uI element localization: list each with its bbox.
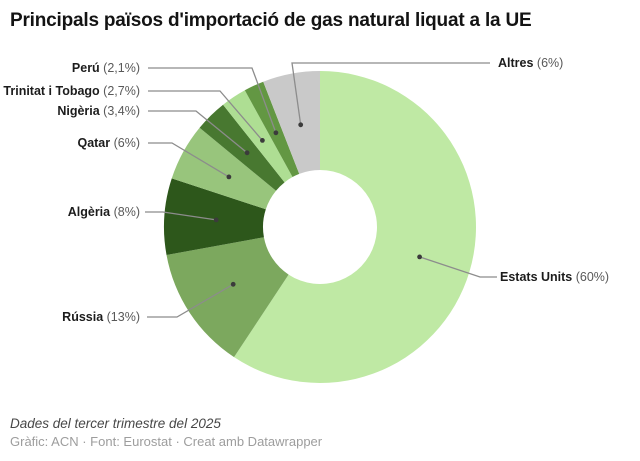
- pie-label-qatar: Qatar (6%): [77, 136, 140, 150]
- leader-line-per: [148, 67, 277, 134]
- leader-line-r-ssia: [147, 283, 234, 318]
- leader-line-trinitat-i-tobago: [148, 90, 263, 141]
- leader-dot-nig-ria: [244, 150, 250, 156]
- pie-slice-r-ssia[interactable]: [166, 237, 289, 358]
- leader-dot-qatar: [226, 174, 232, 180]
- pie-slice-altres[interactable]: [263, 71, 320, 174]
- pie-label-altres: Altres (6%): [498, 56, 564, 70]
- pie-label-estats-units: Estats Units (60%): [500, 270, 610, 284]
- leader-dot-alg-ria: [213, 217, 219, 223]
- pie-slice-qatar[interactable]: [171, 127, 277, 210]
- leader-dot-estats-units: [417, 254, 422, 260]
- leader-line-estats-units: [419, 256, 497, 278]
- chart-byline: Gràfic: ACN · Font: Eurostat · Creat amb…: [10, 434, 323, 449]
- leader-dot-r-ssia: [230, 281, 236, 287]
- pie-label-alg-ria: Algèria (8%): [67, 205, 140, 219]
- leader-line-altres: [291, 62, 490, 125]
- leader-dot-trinitat-i-tobago: [260, 138, 265, 143]
- leader-line-qatar: [148, 142, 230, 178]
- pie-label-nig-ria: Nigèria (3,4%): [57, 104, 140, 118]
- leader-line-alg-ria: [145, 211, 217, 221]
- leader-line-nig-ria: [148, 110, 248, 154]
- pie-slice-estats-units[interactable]: [234, 71, 477, 383]
- chart-title: Principals països d'importació de gas na…: [10, 10, 532, 31]
- pie-slice-trinitat-i-tobago[interactable]: [223, 90, 293, 183]
- pie-label-trinitat-i-tobago: Trinitat i Tobago (2,7%): [3, 84, 140, 98]
- leader-dot-per: [273, 130, 279, 136]
- pie-slice-alg-ria[interactable]: [164, 178, 266, 255]
- leader-dot-altres: [298, 122, 304, 128]
- chart-note: Dades del tercer trimestre del 2025: [10, 416, 221, 431]
- pie-slice-per[interactable]: [244, 81, 300, 178]
- pie-slice-nig-ria[interactable]: [199, 104, 285, 191]
- pie-label-r-ssia: Rússia (13%): [62, 310, 140, 324]
- pie-label-per: Perú (2,1%): [71, 61, 140, 75]
